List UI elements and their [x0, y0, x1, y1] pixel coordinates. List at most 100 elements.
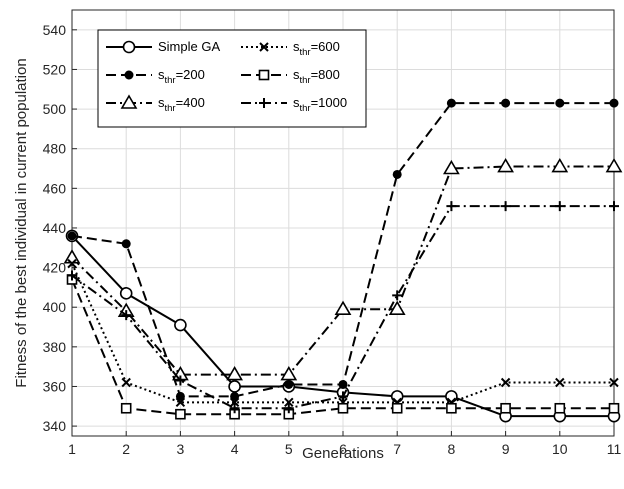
y-tick-label: 360 — [43, 378, 67, 394]
data-point — [388, 300, 406, 315]
legend-label-subscript: thr — [165, 103, 176, 114]
series-layer — [63, 98, 623, 423]
data-point — [500, 201, 511, 212]
data-point — [284, 397, 294, 408]
y-axis-title: Fitness of the best individual in curren… — [13, 58, 30, 387]
data-point — [175, 397, 186, 408]
data-point — [63, 249, 81, 264]
data-point — [554, 201, 565, 212]
legend-label: Simple GA — [158, 39, 220, 54]
data-point — [175, 375, 186, 386]
data-point — [392, 169, 402, 179]
data-point — [283, 403, 294, 414]
legend-label-subscript: thr — [165, 75, 176, 86]
data-point — [67, 270, 77, 281]
legend-label-subscript: thr — [300, 75, 311, 86]
x-axis: 1 2 3 4 5 6 7 8 9 10 11 — [68, 431, 621, 457]
legend-label-main: s — [158, 67, 165, 82]
y-tick-label: 540 — [43, 22, 67, 38]
data-point — [284, 379, 294, 389]
legend-label-main: s — [293, 39, 300, 54]
legend-entry: sthr=200 — [106, 67, 205, 86]
data-point — [334, 300, 352, 315]
data-point — [605, 157, 623, 173]
x-tick-label: 5 — [285, 441, 293, 457]
y-tick-label: 440 — [43, 220, 67, 236]
data-point — [446, 402, 457, 414]
x-tick-label: 11 — [607, 441, 622, 457]
data-point — [121, 310, 132, 321]
legend-label-suffix: =800 — [311, 67, 340, 82]
data-point — [175, 391, 185, 401]
legend-marker — [120, 94, 138, 109]
data-point — [608, 402, 620, 414]
data-point — [390, 390, 404, 403]
y-tick-label: 500 — [43, 101, 67, 117]
legend-label-suffix: =400 — [176, 95, 205, 110]
data-point — [446, 98, 456, 108]
x-tick-label: 2 — [122, 441, 130, 457]
legend-label-suffix: =600 — [311, 39, 340, 54]
data-point — [551, 157, 569, 173]
legend-label: sthr=400 — [158, 95, 205, 114]
legend: Simple GAsthr=200sthr=400sthr=600sthr=80… — [97, 29, 367, 128]
y-tick-label: 420 — [43, 260, 67, 276]
data-point — [609, 98, 619, 108]
legend-label-main: s — [158, 95, 165, 110]
data-point — [175, 408, 186, 420]
data-point — [229, 403, 240, 414]
legend-label: sthr=1000 — [293, 95, 347, 114]
legend-label-subscript: thr — [300, 103, 311, 114]
legend-label: sthr=600 — [293, 39, 340, 58]
data-point — [230, 391, 240, 401]
y-tick-label: 480 — [43, 141, 67, 157]
y-tick-label: 380 — [43, 339, 67, 355]
legend-label: sthr=200 — [158, 67, 205, 86]
data-point — [174, 318, 187, 332]
data-point — [280, 365, 298, 381]
data-point — [392, 290, 403, 301]
data-point — [501, 98, 511, 108]
data-point — [121, 377, 131, 388]
data-point — [338, 391, 348, 402]
legend-entry: sthr=400 — [106, 94, 205, 114]
legend-label-suffix: =1000 — [311, 95, 348, 110]
x-tick-label: 10 — [552, 441, 568, 457]
x-tick-label: 7 — [393, 441, 401, 457]
data-point — [338, 379, 348, 389]
legend-entry: Simple GA — [106, 39, 220, 54]
legend-entry: sthr=1000 — [241, 95, 347, 114]
legend-label-main: s — [293, 67, 300, 82]
legend-entry: sthr=600 — [241, 39, 340, 58]
x-tick-label: 3 — [177, 441, 185, 457]
legend-label: sthr=800 — [293, 67, 340, 86]
data-point — [337, 402, 349, 414]
x-tick-label: 9 — [502, 441, 510, 457]
x-axis-title: Generations — [302, 445, 384, 462]
x-tick-label: 4 — [231, 441, 239, 457]
series-5 — [67, 201, 619, 414]
y-axis: 340 360 380 400 420 440 460 480 500 520 540 — [43, 22, 77, 434]
data-point — [609, 201, 619, 212]
y-tick-label: 460 — [43, 180, 67, 196]
data-point — [609, 377, 619, 388]
data-point — [500, 402, 511, 414]
legend-marker — [124, 70, 134, 80]
legend-marker — [258, 69, 270, 81]
legend-marker — [259, 42, 269, 52]
data-point — [497, 157, 514, 173]
legend-entry: sthr=800 — [241, 67, 340, 86]
data-point — [67, 258, 77, 269]
data-point — [228, 380, 241, 393]
data-point — [226, 365, 243, 381]
data-point — [67, 231, 77, 241]
legend-label-suffix: =200 — [176, 67, 205, 82]
data-point — [120, 402, 132, 414]
data-point — [500, 377, 511, 388]
data-point — [119, 287, 133, 300]
data-point — [554, 402, 566, 414]
x-tick-label: 8 — [448, 441, 456, 457]
legend-marker — [259, 98, 269, 108]
legend-marker — [122, 40, 136, 54]
